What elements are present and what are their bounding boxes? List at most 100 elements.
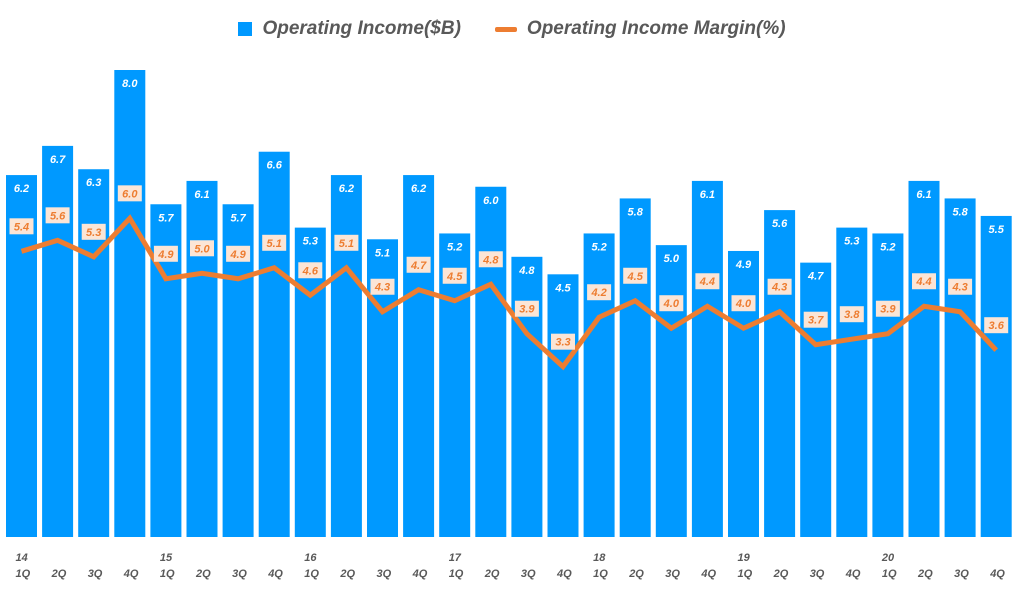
margin-label-box (695, 273, 720, 290)
margin-label-box (370, 278, 395, 295)
bar-value-label: 6.6 (267, 160, 283, 172)
x-year-label: 17 (449, 552, 462, 564)
margin-value-label: 3.6 (989, 320, 1005, 332)
bar (6, 175, 37, 537)
margin-value-label: 4.3 (771, 282, 787, 294)
x-quarter-label: 2Q (773, 568, 789, 580)
bar-value-label: 6.1 (700, 189, 715, 201)
x-quarter-label: 2Q (917, 568, 933, 580)
bar-value-label: 4.9 (735, 259, 752, 271)
bar-value-label: 6.1 (194, 189, 209, 201)
legend-label: Operating Income Margin(%) (526, 18, 786, 39)
margin-value-label: 5.6 (50, 210, 66, 222)
x-year-label: 15 (160, 552, 173, 564)
bar (944, 198, 976, 538)
bar-value-label: 4.8 (518, 265, 535, 277)
bar (980, 215, 1012, 537)
bar (42, 145, 74, 537)
margin-label-box (803, 311, 828, 328)
x-quarter-label: 4Q (556, 568, 572, 580)
x-year-label: 19 (738, 552, 751, 564)
x-quarter-label: 3Q (521, 568, 536, 580)
margin-label-box (623, 267, 648, 284)
margin-label-box (298, 262, 323, 279)
margin-label-box (81, 223, 106, 240)
bar-value-label: 5.2 (591, 241, 606, 253)
bar-value-label: 5.0 (664, 253, 680, 265)
bar (872, 233, 904, 537)
bar (728, 250, 759, 537)
bar-value-label: 5.5 (989, 224, 1005, 236)
bar (619, 198, 651, 538)
margin-value-label: 4.5 (446, 271, 463, 283)
bar (439, 233, 471, 537)
margin-value-label: 4.6 (302, 265, 319, 277)
x-quarter-label: 4Q (123, 568, 139, 580)
bar (330, 175, 362, 537)
bar (764, 210, 796, 537)
x-quarter-label: 1Q (738, 568, 753, 580)
x-quarter-label: 3Q (377, 568, 392, 580)
bar-value-label: 8.0 (122, 78, 138, 90)
x-year-label: 14 (16, 552, 28, 564)
margin-label-box (659, 295, 684, 312)
margin-value-label: 4.5 (627, 271, 644, 283)
x-quarter-label: 2Q (51, 568, 67, 580)
margin-value-label: 4.4 (915, 276, 931, 288)
bar (547, 274, 579, 537)
margin-value-label: 4.3 (374, 282, 390, 294)
margin-label-box (45, 207, 70, 224)
margin-label-box (839, 306, 864, 323)
bar (294, 227, 326, 538)
bar (800, 262, 832, 537)
margin-value-label: 3.9 (519, 304, 535, 316)
margin-value-label: 5.3 (86, 227, 101, 239)
margin-value-label: 4.3 (951, 282, 967, 294)
bar-value-label: 6.2 (339, 183, 354, 195)
x-quarter-label: 1Q (449, 568, 464, 580)
margin-label-box (912, 273, 936, 290)
bar-value-label: 5.8 (628, 206, 644, 218)
bar-value-label: 6.7 (50, 154, 66, 166)
x-quarter-label: 4Q (267, 568, 283, 580)
bar-value-label: 6.2 (411, 183, 426, 195)
margin-value-label: 4.2 (590, 287, 606, 299)
x-quarter-label: 1Q (593, 568, 608, 580)
margin-label-box (984, 317, 1009, 334)
x-year-label: 18 (593, 552, 606, 564)
x-quarter-label: 3Q (810, 568, 825, 580)
margin-label-box (514, 300, 539, 317)
x-quarter-label: 3Q (665, 568, 680, 580)
margin-label-box (731, 295, 756, 312)
bar-value-label: 5.3 (844, 236, 859, 248)
margin-value-label: 4.9 (229, 249, 246, 261)
margin-value-label: 4.8 (482, 254, 499, 266)
x-quarter-label: 2Q (339, 568, 355, 580)
bar-value-label: 5.6 (772, 218, 788, 230)
margin-label-box (406, 256, 431, 273)
margin-label-box (153, 245, 178, 262)
bar-value-label: 6.2 (14, 183, 29, 195)
bar-value-label: 5.7 (230, 212, 246, 224)
x-year-label: 16 (304, 552, 317, 564)
margin-label-box (478, 251, 503, 268)
bar-value-label: 6.1 (916, 189, 931, 201)
bar (691, 180, 723, 537)
x-quarter-label: 4Q (989, 568, 1005, 580)
margin-value-label: 4.7 (410, 260, 427, 272)
legend: Operating Income($B) Operating Income Ma… (0, 18, 1024, 40)
margin-value-label: 4.0 (735, 298, 752, 310)
margin-value-label: 4.9 (157, 249, 174, 261)
margin-label-box (442, 267, 467, 284)
x-quarter-label: 3Q (88, 568, 103, 580)
bar (511, 256, 543, 537)
x-quarter-label: 2Q (195, 568, 211, 580)
margin-value-label: 3.7 (808, 315, 824, 327)
bar-value-label: 6.3 (86, 177, 101, 189)
legend-bar-swatch (238, 22, 253, 36)
margin-label-box (226, 245, 251, 262)
bar (908, 180, 940, 537)
x-quarter-label: 4Q (700, 568, 716, 580)
margin-label-box (587, 284, 612, 301)
margin-label-box (190, 240, 214, 257)
